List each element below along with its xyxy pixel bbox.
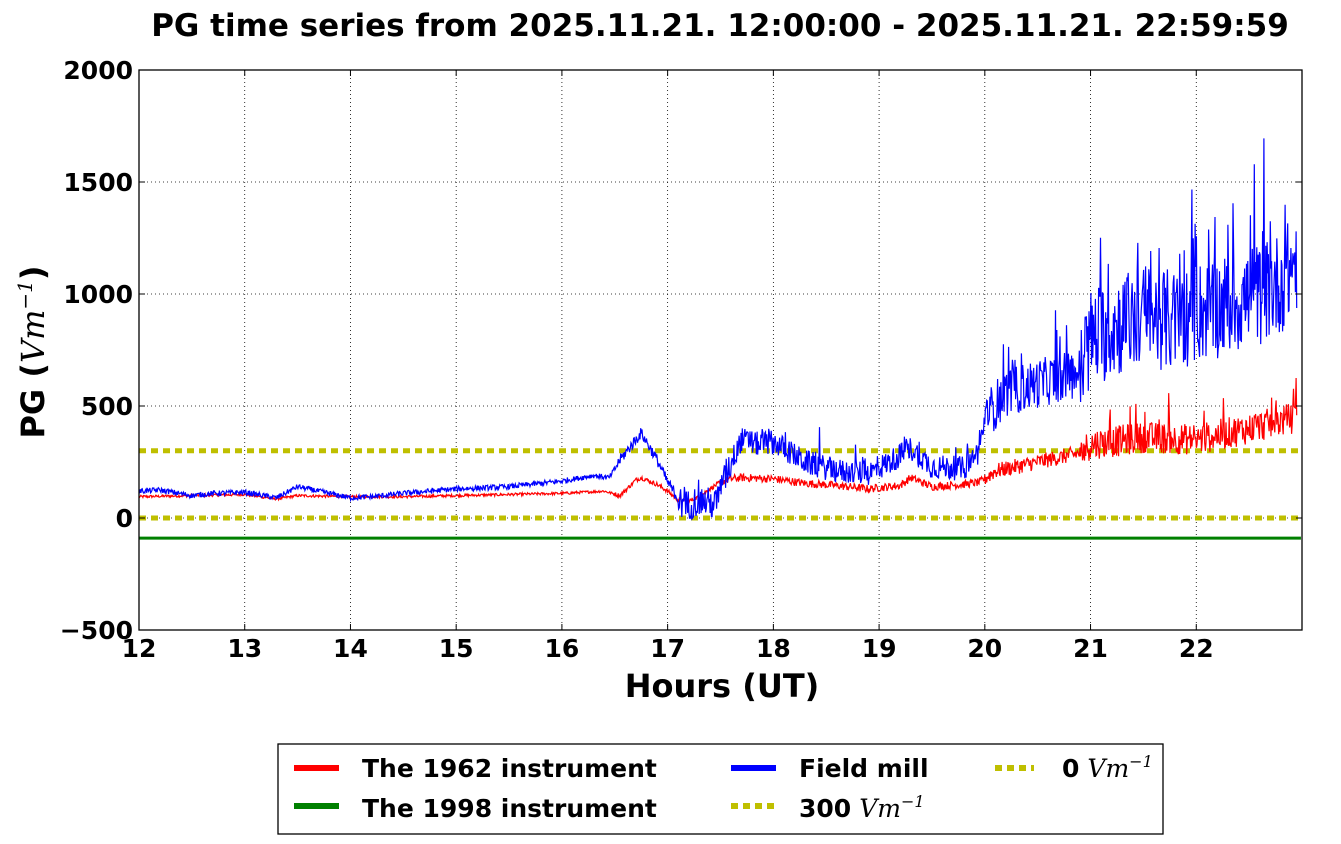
y-tick-label: 1000 <box>63 280 133 309</box>
y-tick-label: −500 <box>60 616 133 645</box>
legend-label-0-exp: −1 <box>1129 752 1153 771</box>
axis-ticks <box>138 69 1302 631</box>
x-tick-label: 12 <box>122 634 157 663</box>
legend-label-300-value: 300 <box>799 794 851 823</box>
x-tick-label: 18 <box>756 634 791 663</box>
x-tick-label: 16 <box>545 634 580 663</box>
y-axis-label: PG (Vm−1) <box>13 265 52 438</box>
legend-label-300-unit: Vm <box>859 794 901 823</box>
series-layer <box>138 138 1301 540</box>
x-tick-label: 13 <box>227 634 262 663</box>
y-axis-label-exp: −1 <box>13 280 37 309</box>
y-tick-label: 500 <box>81 392 133 421</box>
legend-label-1962: The 1962 instrument <box>362 754 657 783</box>
y-tick-label: 0 <box>116 504 133 533</box>
x-tick-label: 14 <box>333 634 368 663</box>
y-tick-label: 2000 <box>63 56 133 85</box>
legend-label-0: 0 Vm−1 <box>1062 752 1153 783</box>
legend-label-300-exp: −1 <box>901 792 925 811</box>
x-tick-label: 19 <box>862 634 897 663</box>
y-axis-label-unit: Vm <box>14 310 52 363</box>
legend-label-0-unit: Vm <box>1087 754 1129 783</box>
y-axis-label-text: PG ( <box>14 363 52 438</box>
x-tick-label: 15 <box>439 634 474 663</box>
plot-frame <box>138 69 1303 631</box>
legend-label-300: 300 Vm−1 <box>799 792 925 823</box>
x-axis-label: Hours (UT) <box>625 667 820 705</box>
legend-label-field-mill: Field mill <box>799 754 929 783</box>
y-tick-labels: −500 0 500 1000 1500 2000 <box>60 56 133 645</box>
legend-label-0-value: 0 <box>1062 754 1079 783</box>
x-tick-label: 17 <box>650 634 685 663</box>
x-tick-labels: 12 13 14 15 16 17 18 19 20 21 22 <box>122 634 1214 663</box>
x-tick-label: 21 <box>1073 634 1108 663</box>
y-tick-label: 1500 <box>63 168 133 197</box>
legend: The 1962 instrument The 1998 instrument … <box>277 743 1164 835</box>
x-tick-label: 22 <box>1179 634 1214 663</box>
legend-label-1998: The 1998 instrument <box>362 794 657 823</box>
grid <box>139 70 1302 630</box>
legend-box <box>277 743 1164 835</box>
y-axis-label-close: ) <box>14 265 52 280</box>
x-tick-label: 20 <box>967 634 1002 663</box>
series-line-2 <box>138 138 1298 521</box>
series-line-0 <box>138 377 1298 505</box>
chart-title: PG time series from 2025.11.21. 12:00:00… <box>151 8 1289 44</box>
